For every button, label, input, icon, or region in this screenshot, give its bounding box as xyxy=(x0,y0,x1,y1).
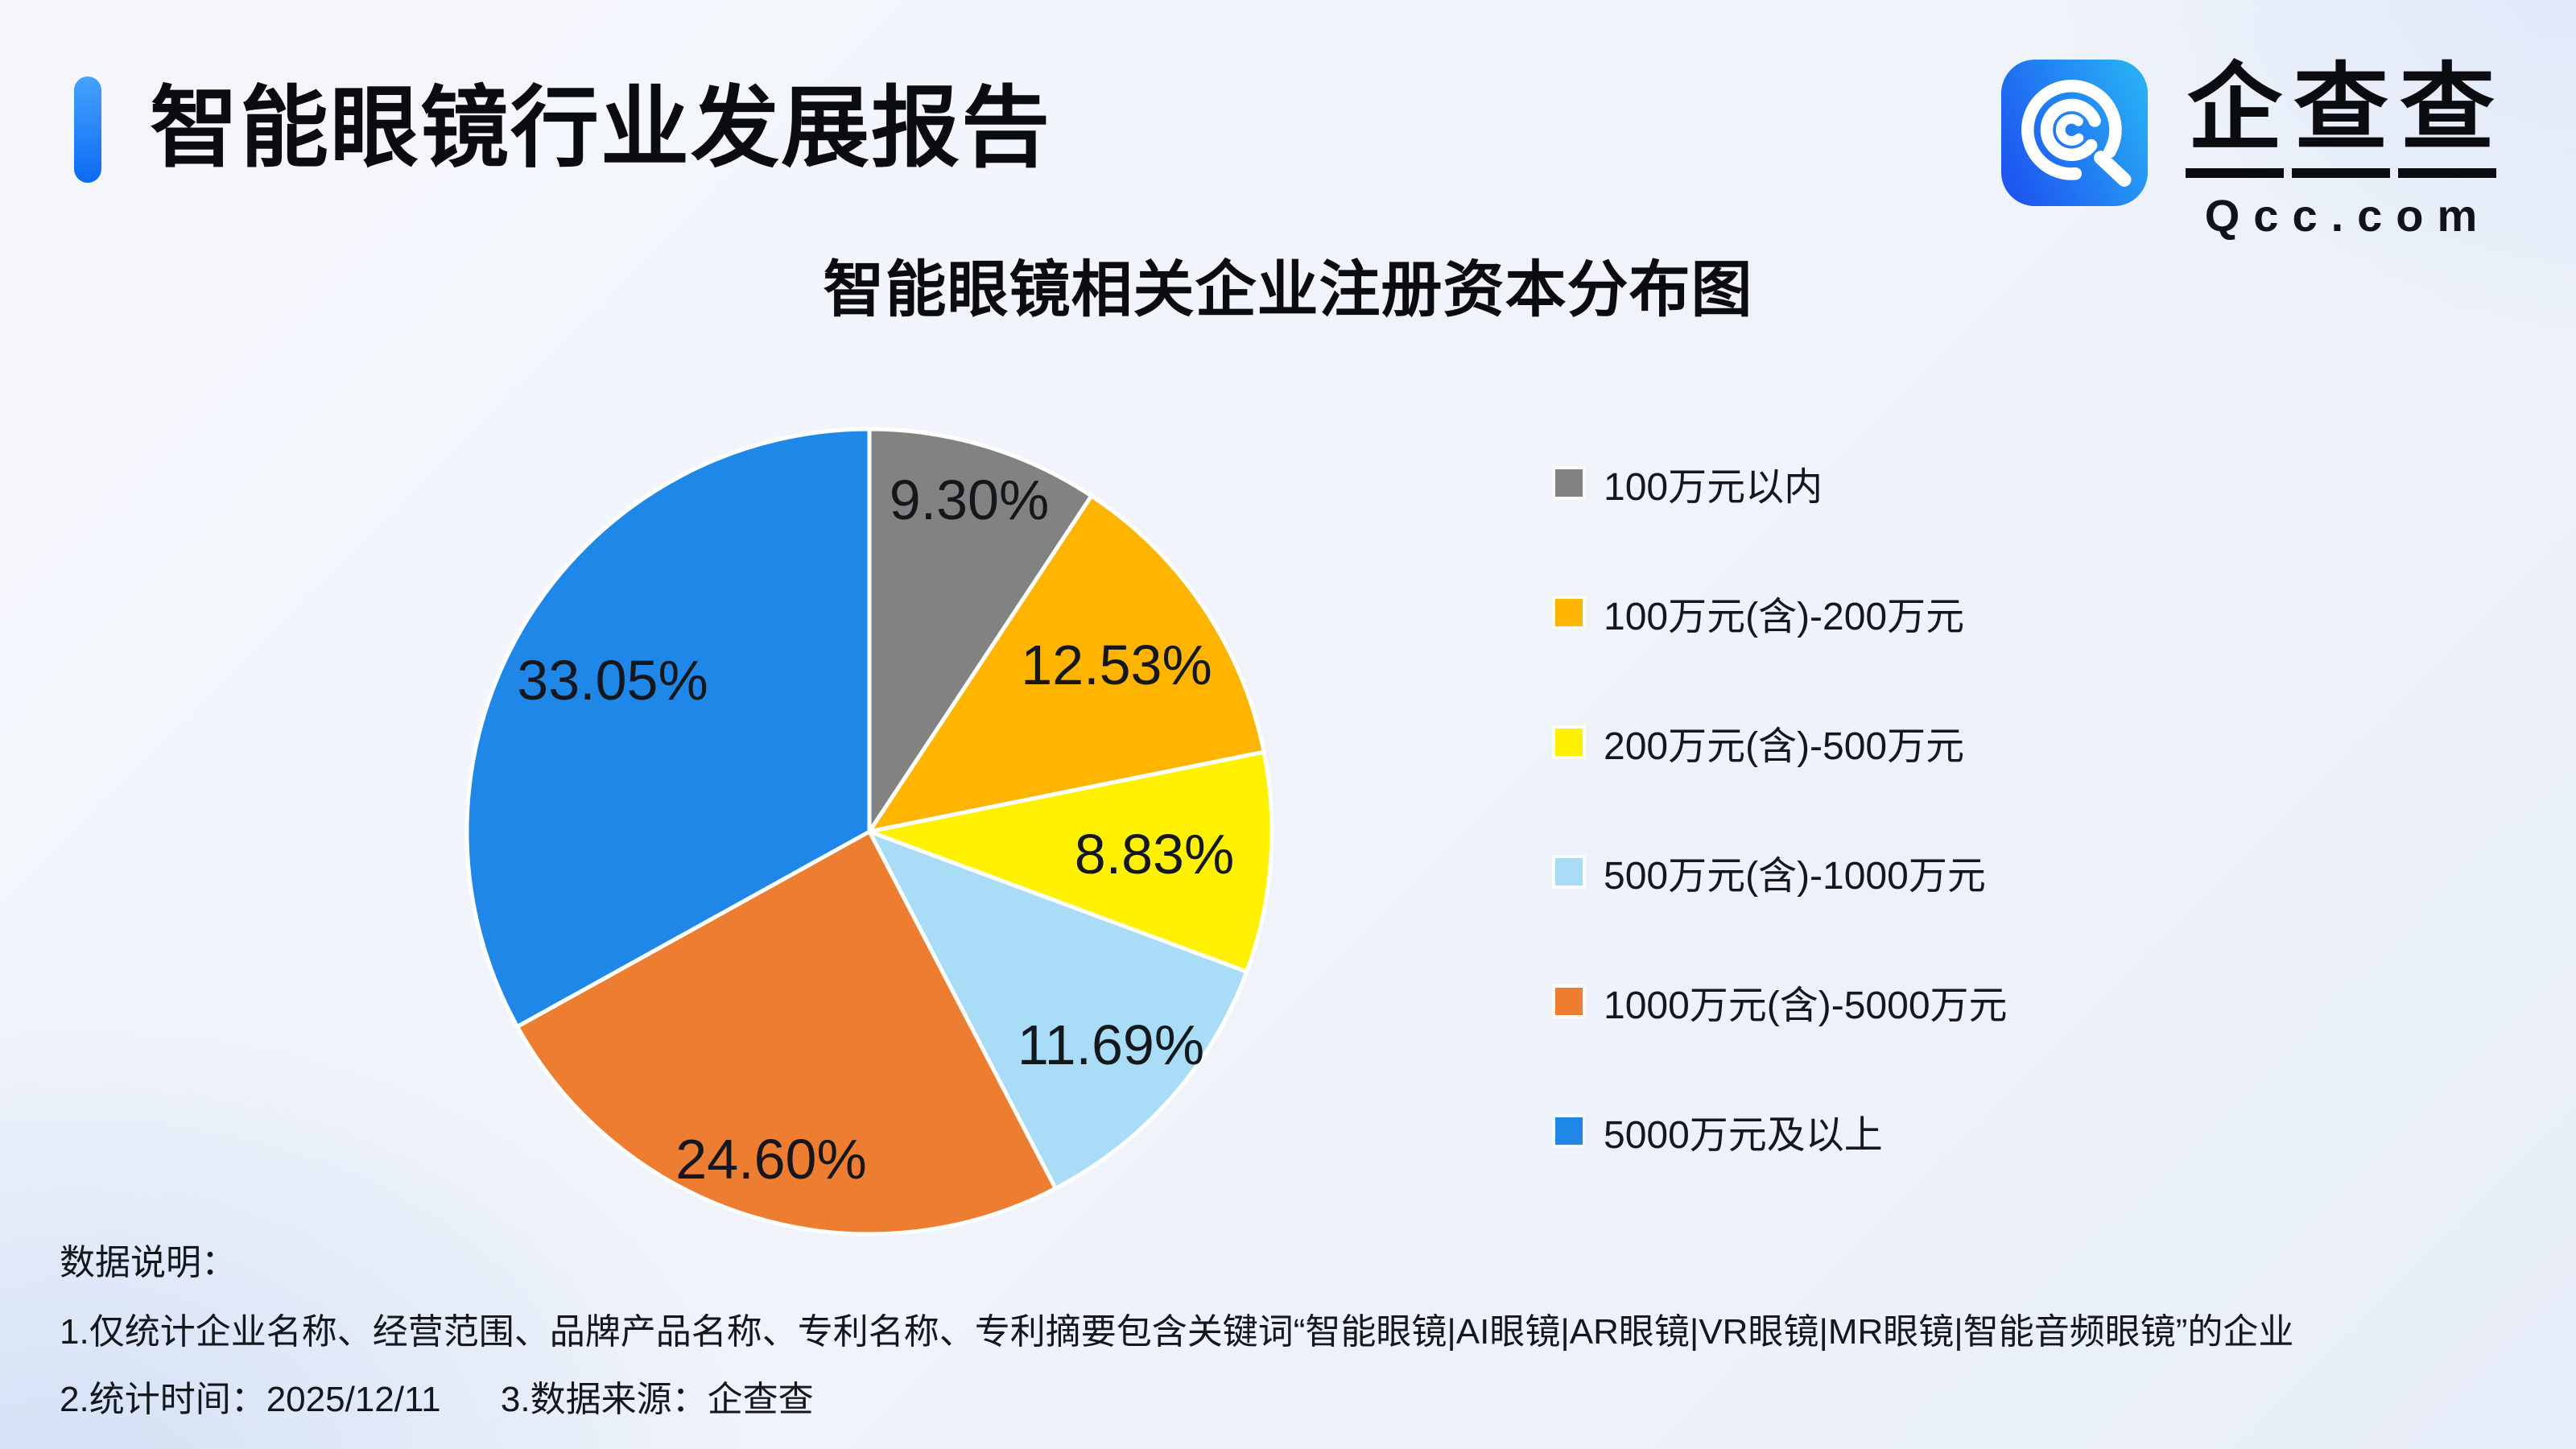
pie-slice-6 xyxy=(464,427,872,1029)
legend-label: 500万元(含)-1000万元 xyxy=(1604,855,1986,898)
notes-stat-time: 2.统计时间：2025/12/11 xyxy=(60,1380,441,1419)
pie-slice-1 xyxy=(867,427,1094,834)
qcc-logo-text: 企查查 Qcc.com xyxy=(2182,53,2500,242)
legend-swatch-icon xyxy=(1552,725,1586,759)
legend-item-3: 200万元(含)-500万元 xyxy=(1552,720,2008,768)
pie-slice-label-3: 8.83% xyxy=(1075,823,1234,886)
notes-heading: 数据说明： xyxy=(60,1243,237,1282)
pie-slice-3 xyxy=(867,749,1274,974)
legend-item-5: 1000万元(含)-5000万元 xyxy=(1552,979,2008,1027)
legend-swatch-icon xyxy=(1552,985,1586,1018)
legend-item-4: 500万元(含)-1000万元 xyxy=(1552,849,2008,898)
pie-slice-label-5: 24.60% xyxy=(675,1128,866,1191)
legend-label: 200万元(含)-500万元 xyxy=(1604,725,1965,768)
pie-slice-2 xyxy=(867,493,1266,834)
legend-label: 100万元(含)-200万元 xyxy=(1604,596,1965,638)
pie-slice-label-6: 33.05% xyxy=(517,649,708,712)
report-title: 智能眼镜行业发展报告 xyxy=(150,79,1051,178)
legend-swatch-icon xyxy=(1552,1114,1586,1148)
qcc-logo: 企查查 Qcc.com xyxy=(2001,53,2500,242)
pie-chart: 9.30% 12.53% 8.83% 11.69% 24.60% 33.05% xyxy=(464,427,1274,1236)
legend-item-6: 5000万元及以上 xyxy=(1552,1108,2008,1157)
brand-char: 查 xyxy=(2292,53,2391,179)
pie-slice-label-4: 11.69% xyxy=(1018,1013,1204,1076)
notes-line1: 1.仅统计企业名称、经营范围、品牌产品名称、专利名称、专利摘要包含关键词“智能眼… xyxy=(60,1312,2294,1352)
brand-domain: Qcc.com xyxy=(2204,190,2491,242)
brand-char: 查 xyxy=(2398,53,2497,179)
pie-slice-label-1: 9.30% xyxy=(890,469,1049,531)
legend-label: 5000万元及以上 xyxy=(1604,1114,1883,1157)
legend-item-1: 100万元以内 xyxy=(1552,460,2008,509)
pie-slice-5 xyxy=(515,829,1058,1236)
pie-chart-container: 9.30% 12.53% 8.83% 11.69% 24.60% 33.05% xyxy=(459,421,1280,1242)
legend: 100万元以内 100万元(含)-200万元 200万元(含)-500万元 500万元… xyxy=(1552,460,2008,1238)
legend-label: 1000万元(含)-5000万元 xyxy=(1604,985,2008,1027)
notes-data-source: 3.数据来源：企查查 xyxy=(500,1380,814,1419)
qcc-magnifier-icon xyxy=(2001,60,2148,206)
chart-title: 智能眼镜相关企业注册资本分布图 xyxy=(823,256,1753,324)
legend-swatch-icon xyxy=(1552,466,1586,500)
legend-swatch-icon xyxy=(1552,596,1586,630)
pie-slice-4 xyxy=(867,829,1249,1191)
legend-label: 100万元以内 xyxy=(1604,466,1823,509)
brand-name: 企查查 xyxy=(2182,53,2500,179)
legend-swatch-icon xyxy=(1552,855,1586,889)
legend-item-2: 100万元(含)-200万元 xyxy=(1552,590,2008,638)
brand-char: 企 xyxy=(2186,53,2285,179)
notes-line2: 2.统计时间：2025/12/11 3.数据来源：企查查 xyxy=(60,1370,814,1422)
title-accent-bar xyxy=(74,76,101,183)
pie-slice-label-2: 12.53% xyxy=(1021,634,1212,696)
